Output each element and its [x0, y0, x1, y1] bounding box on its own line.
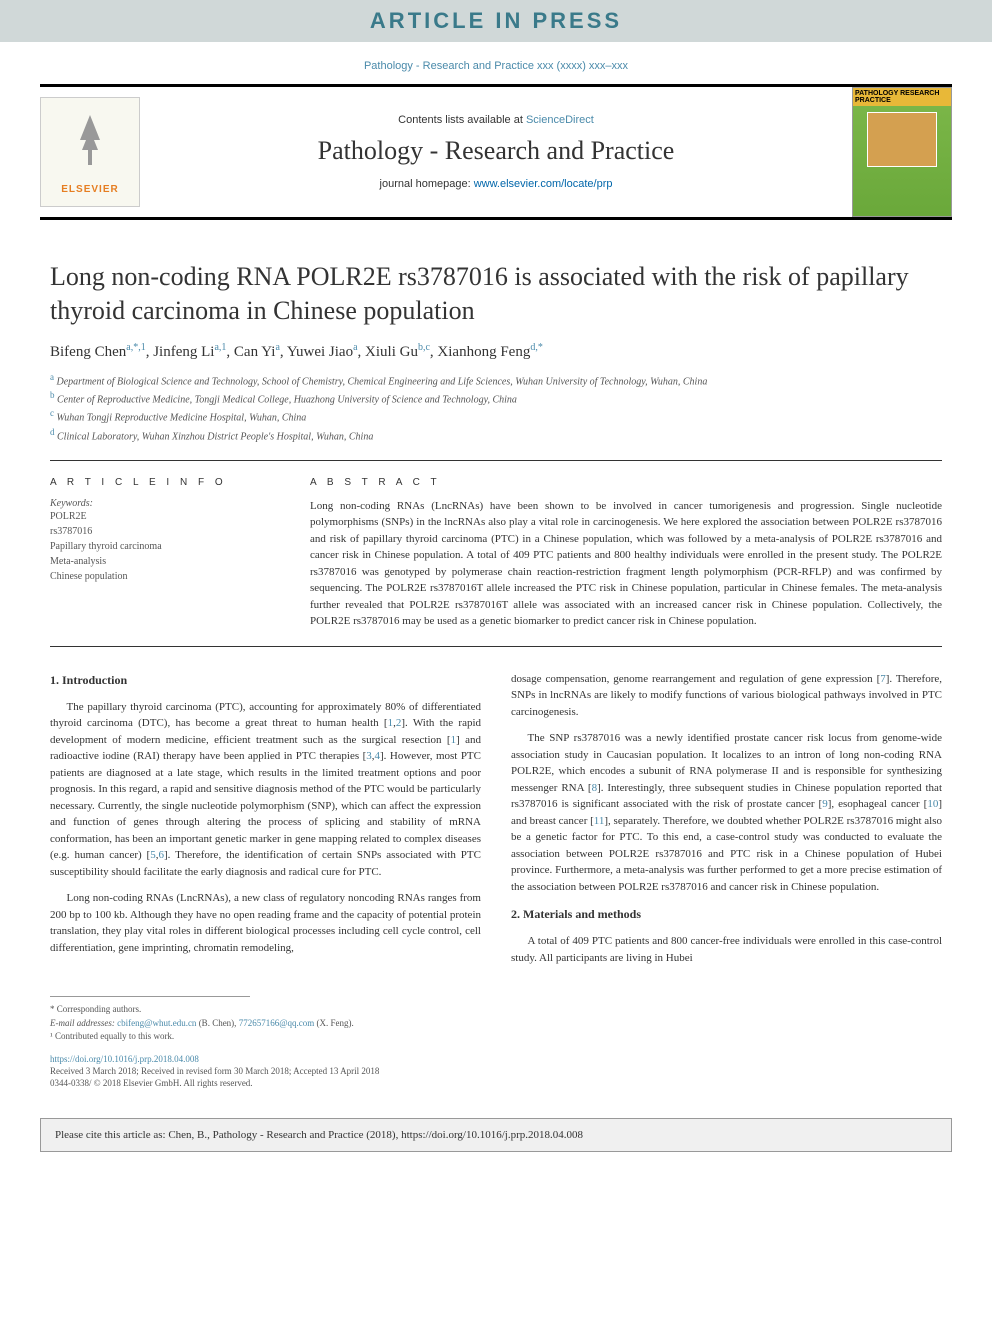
body-columns: 1. Introduction The papillary thyroid ca…	[50, 671, 942, 977]
abstract-section: A B S T R A C T Long non-coding RNAs (Ln…	[310, 477, 942, 630]
keyword-item: rs3787016	[50, 524, 280, 539]
article-title: Long non-coding RNA POLR2E rs3787016 is …	[50, 260, 942, 328]
keyword-item: POLR2E	[50, 509, 280, 524]
keyword-item: Chinese population	[50, 569, 280, 584]
email1-link[interactable]: cbifeng@whut.edu.cn	[117, 1018, 196, 1028]
footer-divider	[50, 996, 250, 997]
emails-prefix: E-mail addresses:	[50, 1018, 117, 1028]
methods-paragraph: A total of 409 PTC patients and 800 canc…	[511, 933, 942, 966]
affiliation-line: a Department of Biological Science and T…	[50, 371, 942, 389]
journal-title: Pathology - Research and Practice	[140, 136, 852, 166]
doi-link[interactable]: https://doi.org/10.1016/j.prp.2018.04.00…	[50, 1054, 199, 1064]
affiliations: a Department of Biological Science and T…	[50, 371, 942, 444]
elsevier-tree-icon	[60, 110, 120, 180]
affiliation-line: b Center of Reproductive Medicine, Tongj…	[50, 389, 942, 407]
left-column: 1. Introduction The papillary thyroid ca…	[50, 671, 481, 977]
footer-notes: * Corresponding authors. E-mail addresse…	[50, 1003, 942, 1044]
article-info-label: A R T I C L E I N F O	[50, 477, 280, 488]
body-paragraph: Long non-coding RNAs (LncRNAs), a new cl…	[50, 890, 481, 956]
journal-reference-top: Pathology - Research and Practice xxx (x…	[0, 60, 992, 72]
divider	[50, 646, 942, 647]
keyword-item: Papillary thyroid carcinoma	[50, 539, 280, 554]
journal-header: ELSEVIER Contents lists available at Sci…	[40, 84, 952, 220]
cite-box: Please cite this article as: Chen, B., P…	[40, 1118, 952, 1152]
corresponding-note: * Corresponding authors.	[50, 1003, 942, 1017]
article-content: Long non-coding RNA POLR2E rs3787016 is …	[50, 260, 942, 976]
email2-name: (X. Feng).	[314, 1018, 354, 1028]
received-line: Received 3 March 2018; Received in revis…	[50, 1066, 942, 1076]
contents-lists-prefix: Contents lists available at	[398, 114, 526, 126]
contents-lists-line: Contents lists available at ScienceDirec…	[140, 114, 852, 126]
email2-link[interactable]: 772657166@qq.com	[239, 1018, 315, 1028]
journal-cover-thumbnail: PATHOLOGY RESEARCH PRACTICE	[852, 87, 952, 217]
email-line: E-mail addresses: cbifeng@whut.edu.cn (B…	[50, 1017, 942, 1031]
divider	[50, 460, 942, 461]
sciencedirect-link[interactable]: ScienceDirect	[526, 114, 594, 126]
article-info-section: A R T I C L E I N F O Keywords: POLR2Ers…	[50, 477, 280, 630]
doi-line: https://doi.org/10.1016/j.prp.2018.04.00…	[50, 1054, 942, 1064]
affiliation-line: d Clinical Laboratory, Wuhan Xinzhou Dis…	[50, 426, 942, 444]
homepage-prefix: journal homepage:	[380, 178, 474, 190]
body-paragraph: The papillary thyroid carcinoma (PTC), a…	[50, 699, 481, 881]
journal-homepage-line: journal homepage: www.elsevier.com/locat…	[140, 178, 852, 190]
abstract-text: Long non-coding RNAs (LncRNAs) have been…	[310, 498, 942, 630]
keywords-list: POLR2Ers3787016Papillary thyroid carcino…	[50, 509, 280, 584]
body-paragraph: The SNP rs3787016 was a newly identified…	[511, 730, 942, 895]
abstract-label: A B S T R A C T	[310, 477, 942, 488]
body-paragraph: dosage compensation, genome rearrangemen…	[511, 671, 942, 721]
keyword-item: Meta-analysis	[50, 554, 280, 569]
authors-list: Bifeng Chena,*,1, Jinfeng Lia,1, Can Yia…	[50, 342, 942, 361]
copyright-line: 0344-0338/ © 2018 Elsevier GmbH. All rig…	[50, 1078, 942, 1088]
article-in-press-banner: ARTICLE IN PRESS	[0, 0, 992, 42]
info-abstract-row: A R T I C L E I N F O Keywords: POLR2Ers…	[50, 477, 942, 630]
right-column: dosage compensation, genome rearrangemen…	[511, 671, 942, 977]
introduction-heading: 1. Introduction	[50, 671, 481, 689]
elsevier-logo: ELSEVIER	[40, 97, 140, 207]
journal-cover-label: PATHOLOGY RESEARCH PRACTICE	[853, 88, 951, 106]
affiliation-line: c Wuhan Tongji Reproductive Medicine Hos…	[50, 407, 942, 425]
elsevier-text: ELSEVIER	[61, 184, 118, 195]
keywords-label: Keywords:	[50, 498, 280, 509]
journal-homepage-link[interactable]: www.elsevier.com/locate/prp	[474, 178, 613, 190]
contributed-note: ¹ Contributed equally to this work.	[50, 1030, 942, 1044]
email1-name: (B. Chen),	[196, 1018, 238, 1028]
journal-cover-image	[867, 112, 937, 167]
header-center: Contents lists available at ScienceDirec…	[140, 106, 852, 198]
methods-heading: 2. Materials and methods	[511, 905, 942, 923]
